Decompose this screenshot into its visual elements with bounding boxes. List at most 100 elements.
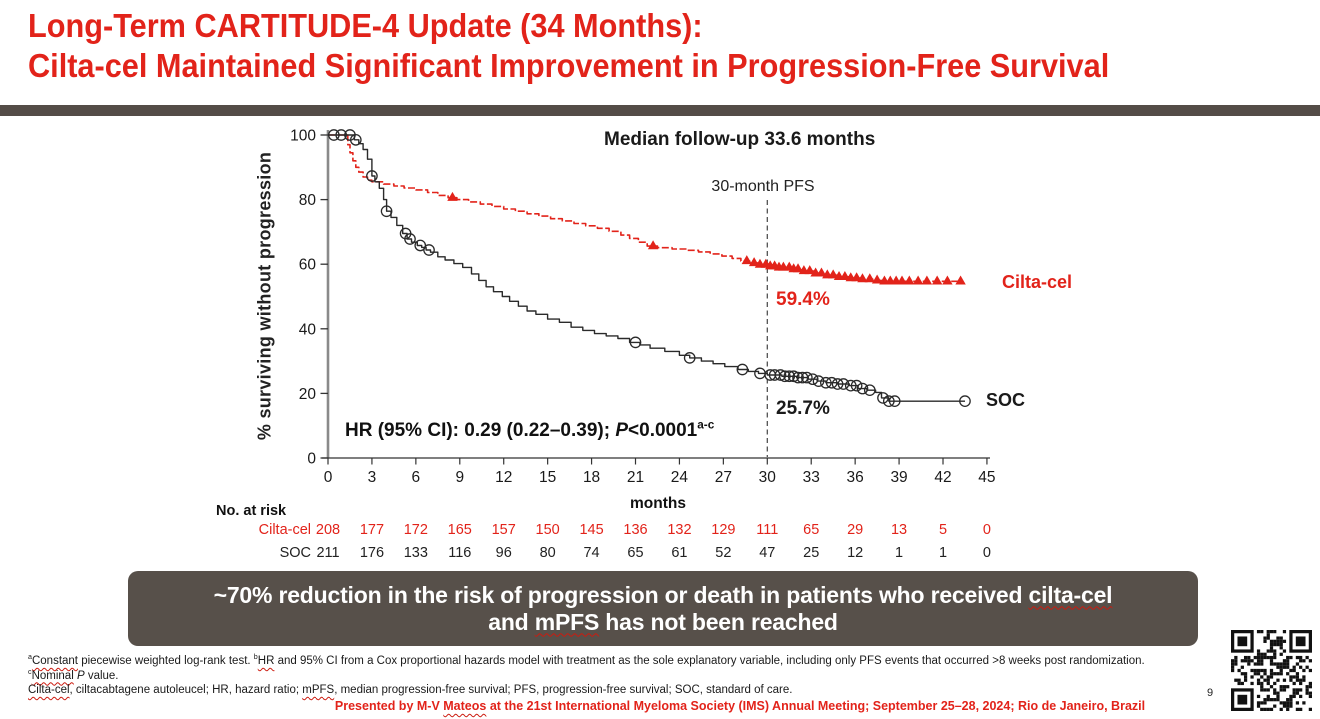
x-tick-label: 24 (671, 469, 689, 486)
x-axis-label: months (630, 495, 686, 512)
at-risk-value: 111 (756, 522, 779, 538)
at-risk-value: 208 (315, 522, 341, 538)
censor-circle (877, 392, 889, 404)
x-tick-label: 0 (324, 469, 333, 486)
y-tick-label: 40 (299, 321, 317, 338)
censor-triangle (741, 255, 752, 265)
censor-triangle (804, 265, 815, 275)
at-risk-value: 133 (403, 545, 428, 561)
at-risk-value: 1 (895, 545, 904, 561)
censor-circle (366, 170, 378, 182)
footnotes: aConstant piecewise weighted log-rank te… (28, 654, 1145, 698)
at-risk-value: 136 (623, 522, 648, 538)
at-risk-value: 74 (583, 545, 600, 561)
at-risk-value: 211 (316, 545, 340, 561)
at-risk-value: 65 (627, 545, 644, 561)
x-tick-label: 9 (455, 469, 464, 486)
censor-circle (629, 336, 642, 349)
x-tick-label: 30 (759, 469, 777, 486)
censor-triangle (447, 191, 458, 201)
censor-circle (774, 369, 787, 381)
slide-title: Long-Term CARTITUDE-4 Update (34 Months)… (28, 6, 1109, 86)
censor-triangle (748, 257, 760, 267)
censor-triangle (955, 275, 966, 285)
at-risk-value: 65 (803, 522, 820, 538)
censor-triangle (896, 275, 908, 285)
at-risk-row-label: Cilta-cel (258, 522, 311, 538)
censor-circle (882, 395, 895, 408)
x-tick-label: 12 (495, 469, 512, 486)
at-risk-value: 145 (579, 522, 604, 538)
at-risk-value: 176 (359, 545, 385, 561)
y-tick-label: 100 (290, 128, 316, 145)
at-risk-value: 177 (359, 522, 385, 538)
at-risk-value: 80 (539, 545, 556, 561)
soc-30m-pfs-value: 25.7% (776, 398, 830, 419)
censor-circle (825, 376, 838, 389)
at-risk-value: 25 (803, 545, 820, 561)
censor-triangle (792, 263, 804, 273)
at-risk-header: No. at risk (216, 503, 287, 519)
censor-triangle (816, 267, 827, 277)
censor-circle (863, 384, 876, 397)
at-risk-value: 157 (491, 522, 516, 538)
slide-title-line1: Long-Term CARTITUDE-4 Update (34 Months)… (28, 7, 703, 44)
censor-triangle (827, 269, 839, 279)
censor-circle (380, 205, 393, 218)
at-risk-value: 129 (711, 522, 736, 538)
curve-soc (328, 134, 965, 402)
y-axis-label: % surviving without progression (254, 151, 275, 441)
censor-circle (736, 363, 749, 376)
censor-circle (959, 395, 971, 408)
x-tick-label: 21 (627, 469, 644, 486)
at-risk-value: 0 (982, 545, 991, 561)
censor-circle (800, 371, 813, 384)
key-message-line1: ~70% reduction in the risk of progressio… (213, 581, 1113, 608)
censor-circle (837, 378, 850, 390)
censor-circle (831, 378, 844, 390)
pfs-30-label: 30-month PFS (711, 178, 815, 195)
at-risk-value: 12 (847, 545, 864, 561)
censor-triangle (647, 240, 659, 250)
censor-triangle (871, 274, 883, 284)
censor-triangle (857, 273, 868, 283)
footnote-line2: cNominal P value. (28, 667, 119, 682)
censor-circle (683, 352, 696, 364)
x-tick-label: 45 (978, 469, 995, 486)
censor-circle (423, 244, 435, 256)
legend-soc: SOC (986, 390, 1026, 410)
x-tick-label: 3 (368, 469, 377, 486)
at-risk-value: 116 (448, 545, 472, 561)
censor-circle (787, 370, 800, 383)
x-tick-label: 33 (803, 469, 820, 486)
legend-cilta-cel: Cilta-cel (1002, 272, 1073, 292)
x-tick-label: 27 (715, 469, 732, 486)
at-risk-value: 13 (890, 522, 908, 538)
censor-circle (779, 370, 791, 383)
cilta-30m-pfs-value: 59.4% (776, 289, 830, 310)
censor-triangle (912, 275, 924, 285)
page-number: 9 (1207, 687, 1214, 699)
censor-circle (850, 379, 863, 392)
key-message-line2: and mPFS has not been reached (488, 608, 838, 635)
curve-cilta-cel (328, 134, 962, 283)
at-risk-value: 150 (535, 522, 560, 538)
censor-triangle (942, 275, 953, 285)
x-tick-label: 18 (583, 469, 600, 486)
at-risk-value: 132 (667, 522, 692, 538)
at-risk-value: 0 (982, 522, 991, 538)
censor-circle (335, 129, 348, 141)
censor-circle (820, 376, 832, 389)
x-tick-label: 15 (539, 469, 556, 486)
censor-circle (856, 382, 869, 395)
at-risk-value: 96 (495, 545, 512, 561)
at-risk-value: 61 (671, 545, 688, 561)
slide-title-line2: Cilta-cel Maintained Significant Improve… (28, 47, 1110, 84)
censor-circle (888, 395, 901, 408)
y-tick-label: 0 (307, 451, 316, 468)
presentation-credit: Presented by M-V Mateos at the 21st Inte… (334, 699, 1146, 713)
x-tick-label: 6 (412, 469, 421, 486)
y-tick-label: 20 (299, 386, 317, 403)
